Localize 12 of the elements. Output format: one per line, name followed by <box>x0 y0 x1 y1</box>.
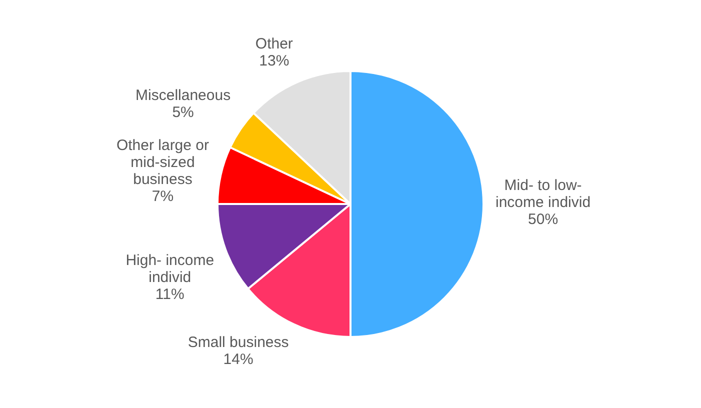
slice-label: Mid- to low-income individ <box>496 177 591 212</box>
slice-label: High- income individ <box>126 252 214 286</box>
slice-label: Miscellaneous <box>136 87 231 104</box>
slice-label: Other large or mid-sized business <box>116 137 209 188</box>
slice-label: Other <box>255 36 293 53</box>
data-label: 7% <box>152 188 174 206</box>
data-label: 13% <box>259 52 290 70</box>
data-label: 5% <box>172 104 194 122</box>
data-label: 11% <box>155 286 184 303</box>
data-label: 50% <box>528 211 558 228</box>
data-label: 14% <box>223 350 254 368</box>
slice-label: Small business <box>188 334 289 351</box>
